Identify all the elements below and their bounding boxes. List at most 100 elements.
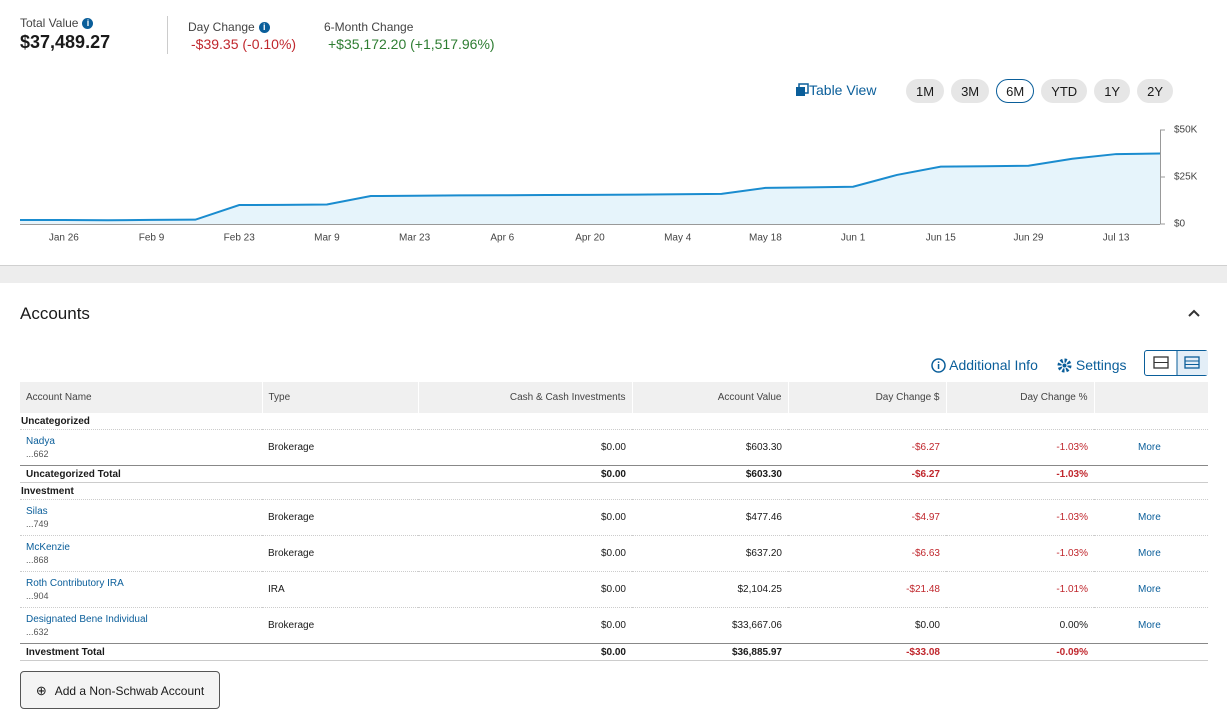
range-button[interactable]: 1M	[906, 79, 945, 103]
more-link[interactable]: More	[1094, 571, 1208, 608]
account-row: Nadya ...662 Brokerage $0.00 $603.30 -$6.27 -1…	[20, 429, 1208, 466]
account-number: ...632	[26, 626, 49, 637]
total-cash: $0.00	[418, 465, 632, 483]
day-change: $0.00	[788, 607, 946, 644]
total-day-change-pct: -1.03%	[946, 465, 1094, 483]
range-button[interactable]: 2Y	[1137, 79, 1173, 103]
account-number: ...904	[26, 590, 49, 601]
range-button[interactable]: 1Y	[1094, 79, 1131, 103]
accounts-card: Accounts Additional Info Settings Accoun…	[0, 283, 1227, 712]
blank	[1094, 465, 1208, 483]
column-header: Account Value	[632, 382, 789, 413]
more-link[interactable]: More	[1094, 499, 1208, 536]
day-change-label-text: Day Change	[188, 20, 255, 34]
total-value: $36,885.97	[632, 643, 788, 661]
x-tick-label: Jun 1	[841, 233, 866, 244]
plus-icon: ⊕	[35, 683, 47, 698]
x-tick-label: Jul 13	[1103, 233, 1130, 244]
collapse-icon[interactable]	[1187, 308, 1201, 318]
account-name[interactable]: Nadya	[26, 435, 55, 447]
account-number: ...749	[26, 518, 49, 529]
cash: $0.00	[418, 607, 632, 644]
total-label: Uncategorized Total	[20, 465, 262, 483]
table-view[interactable]: Table View	[795, 82, 876, 98]
total-day-change: -$33.08	[788, 643, 946, 661]
chart: $0 $25K $50K Jan 26 Feb 9 Feb 23 Mar 9 Mar 23 Ap…	[20, 125, 1198, 244]
x-tick-label: Mar 9	[314, 233, 340, 244]
add-account-button[interactable]: ⊕ Add a Non-Schwab Account	[20, 671, 220, 709]
total-label-text: Total Value	[20, 16, 79, 30]
x-tick-label: Apr 20	[575, 233, 605, 244]
total-value: $603.30	[632, 465, 788, 483]
column-header	[1094, 382, 1209, 413]
x-tick-label: Feb 9	[139, 233, 165, 244]
account-row: Roth Contributory IRA ...904 IRA $0.00 $2,10…	[20, 571, 1208, 608]
account-name[interactable]: Roth Contributory IRA	[26, 577, 124, 589]
day-change-pct: -1.01%	[946, 571, 1094, 608]
account-value: $603.30	[632, 429, 788, 466]
total-day-change-pct: -0.09%	[946, 643, 1094, 661]
additional-info[interactable]: Additional Info	[931, 357, 1038, 373]
more-link[interactable]: More	[1094, 429, 1208, 466]
info-icon[interactable]: i	[258, 22, 270, 33]
column-header: Type	[262, 382, 419, 413]
day-change: -$39.35 (-0.10%)	[191, 36, 297, 52]
account-cell: Designated Bene Individual ...632	[20, 607, 262, 644]
table-view-icon	[796, 83, 809, 96]
x-tick-label: May 4	[664, 233, 692, 244]
range-button[interactable]: 3M	[951, 79, 990, 103]
day-change: -$6.63	[788, 535, 946, 572]
header-row: Account Name Type Cash & Cash Investments A…	[20, 382, 1209, 413]
blank	[262, 465, 418, 483]
account-name[interactable]: Designated Bene Individual	[26, 613, 148, 625]
column-header: Day Change %	[946, 382, 1095, 413]
summary-card: Total Value i $37,489.27 Day Change i -$39…	[0, 0, 1227, 266]
accounts-title: Accounts	[20, 304, 90, 323]
x-tick-label: Apr 6	[490, 233, 514, 244]
x-tick-label: Mar 23	[399, 233, 431, 244]
range-button[interactable]: YTD	[1041, 79, 1088, 103]
x-tick-label: Jun 15	[926, 233, 956, 244]
account-name[interactable]: McKenzie	[26, 541, 70, 553]
area-fill	[20, 153, 1160, 224]
add-account-text: Add a Non-Schwab Account	[54, 684, 205, 698]
column-header: Account Name	[20, 382, 263, 413]
total-row: Uncategorized Total $0.00 $603.30 -$6.27 -1.…	[20, 465, 1208, 483]
cash: $0.00	[418, 571, 632, 608]
day-change-pct: -1.03%	[946, 499, 1094, 536]
group-name: Uncategorized	[20, 413, 1208, 430]
gear-icon	[1057, 358, 1072, 373]
value-line	[20, 152, 1161, 222]
x-tick-label: Jan 26	[49, 233, 79, 244]
total-day-change: -$6.27	[788, 465, 946, 483]
info-icon[interactable]: i	[82, 18, 94, 29]
divider	[167, 16, 168, 54]
account-value: $33,667.06	[632, 607, 788, 644]
account-row: Designated Bene Individual ...632 Brokerag…	[20, 607, 1208, 644]
cash: $0.00	[418, 429, 632, 466]
account-value: $637.20	[632, 535, 788, 572]
day-change-label: Day Change i	[188, 20, 270, 34]
more-link[interactable]: More	[1094, 535, 1208, 572]
cash: $0.00	[418, 535, 632, 572]
account-type: Brokerage	[262, 535, 418, 572]
view-toggle-icons	[1153, 351, 1208, 375]
more-link[interactable]: More	[1094, 607, 1208, 644]
settings[interactable]: Settings	[1057, 357, 1126, 373]
group-row: Investment	[20, 482, 1208, 500]
day-change: -$6.27	[788, 429, 946, 466]
y-tick-label: $0	[1174, 219, 1186, 230]
view-toggle[interactable]	[1144, 350, 1208, 376]
account-name[interactable]: Silas	[26, 505, 48, 517]
column-header: Cash & Cash Investments	[418, 382, 633, 413]
account-cell: McKenzie ...868	[20, 535, 262, 572]
account-value: $2,104.25	[632, 571, 788, 608]
group-name: Investment	[20, 482, 1208, 500]
info-icon	[931, 358, 946, 373]
column-header: Day Change $	[788, 382, 947, 413]
total-row: Investment Total $0.00 $36,885.97 -$33.08 -0…	[20, 643, 1208, 661]
range-button[interactable]: 6M	[996, 79, 1035, 103]
day-change: -$4.97	[788, 499, 946, 536]
total-label: Total Value i	[20, 16, 94, 30]
account-row: McKenzie ...868 Brokerage $0.00 $637.20 -$6.6…	[20, 535, 1208, 572]
